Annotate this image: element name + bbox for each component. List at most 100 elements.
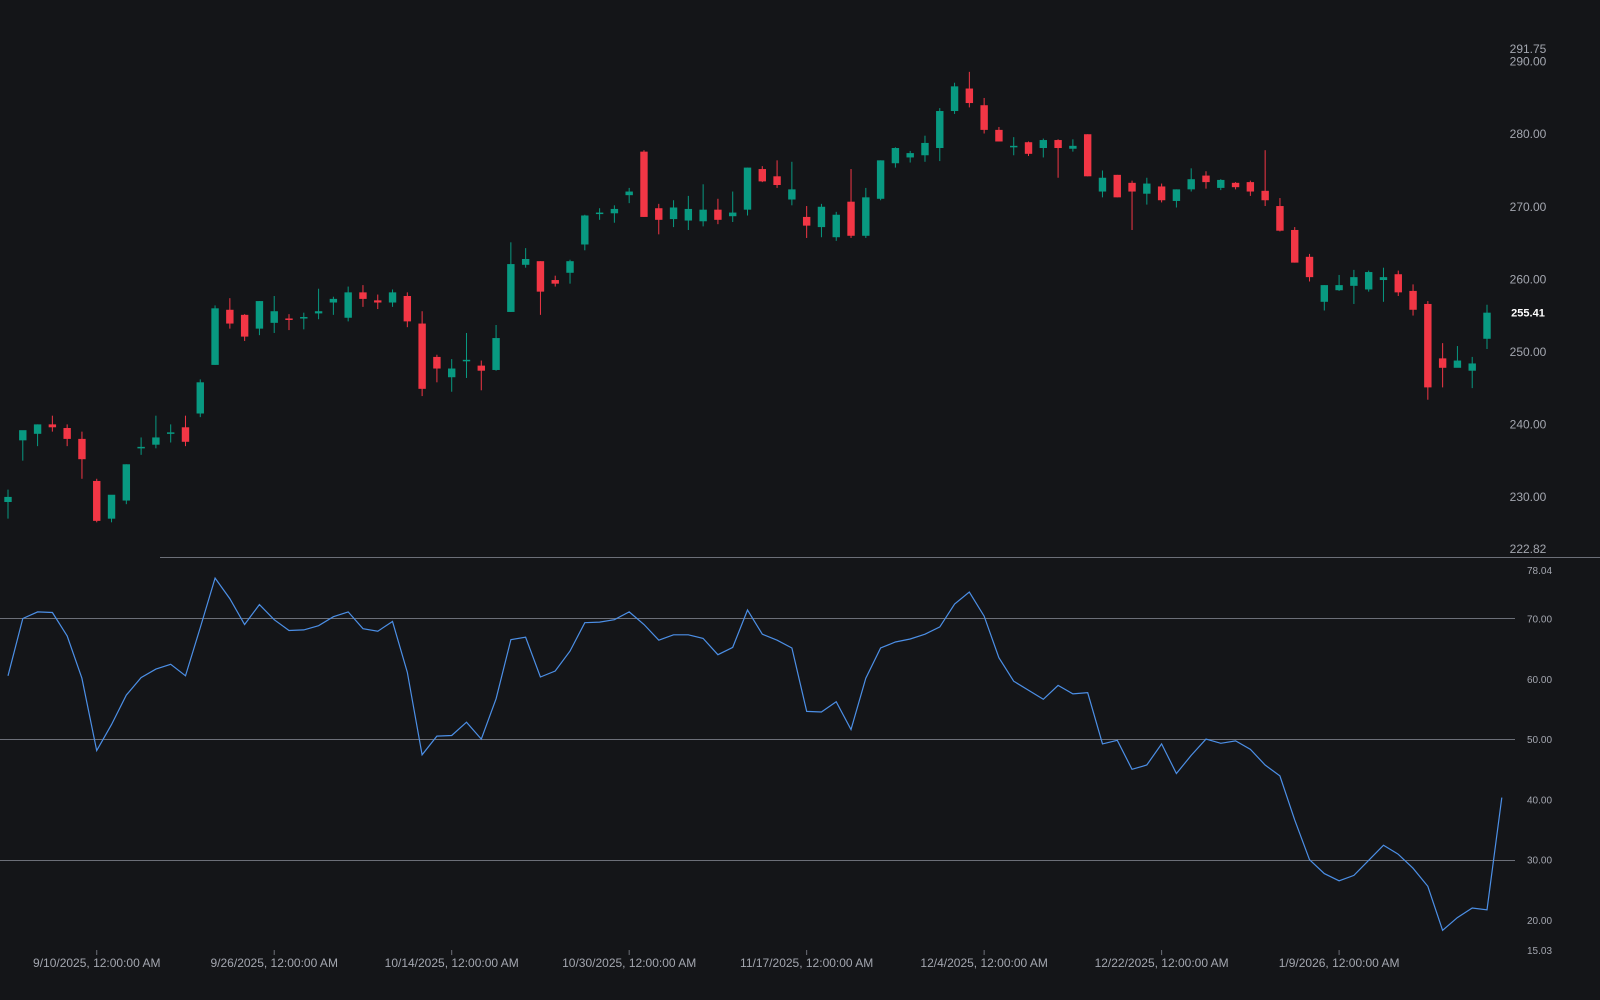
candle [19, 430, 27, 461]
candle-body [19, 430, 27, 441]
candle [1261, 150, 1269, 207]
candle-body [1438, 358, 1447, 368]
candle-body [93, 480, 101, 521]
candle [891, 147, 900, 168]
candle [226, 298, 234, 329]
candle [1246, 180, 1255, 196]
candle-body [995, 129, 1003, 142]
price-tick-label: 230.00 [1510, 490, 1547, 504]
candle-body [63, 428, 71, 439]
candle [536, 261, 545, 315]
candle [595, 208, 604, 220]
candle [63, 424, 71, 447]
candle [1157, 183, 1166, 203]
candle [93, 478, 101, 523]
candle [832, 211, 840, 241]
candle-body [1083, 134, 1092, 177]
candle [1039, 138, 1047, 158]
candle [758, 166, 766, 183]
candle-body [536, 261, 545, 292]
rsi-tick-label: 20.00 [1527, 916, 1552, 927]
candle [640, 150, 648, 217]
candle-body [773, 176, 781, 186]
candle-body [817, 206, 826, 228]
candle-body [1379, 277, 1388, 281]
candle [196, 379, 204, 418]
candle-body [906, 153, 914, 158]
time-tick-label: 9/10/2025, 12:00:00 AM [33, 956, 160, 970]
candle-body [1217, 179, 1225, 188]
candle [684, 195, 693, 230]
candle [625, 187, 633, 204]
candle-body [1143, 183, 1151, 194]
candle-body [152, 437, 160, 445]
candle-body [462, 359, 471, 362]
candle [240, 314, 249, 341]
candle [344, 286, 352, 322]
candle [448, 359, 456, 392]
candle-body [625, 191, 633, 196]
price-tick-label: 270.00 [1510, 200, 1547, 214]
time-tick-label: 11/17/2025, 12:00:00 AM [740, 956, 873, 970]
candle [1217, 179, 1225, 191]
candle [566, 259, 574, 284]
candle [329, 296, 338, 315]
rsi-tick-label: 15.03 [1527, 946, 1552, 957]
candle [699, 184, 707, 227]
candle-body [1157, 186, 1166, 201]
candle [285, 314, 293, 331]
candle [418, 311, 426, 397]
candle-body [418, 323, 426, 389]
candle-body [640, 151, 648, 217]
candle [1231, 182, 1240, 190]
candle-body [1113, 174, 1121, 198]
candle [403, 292, 412, 328]
candle-body [832, 214, 840, 238]
candle-body [1202, 175, 1210, 183]
candle [1468, 356, 1476, 389]
candle [1364, 270, 1373, 292]
candle [788, 161, 796, 206]
candle-body [137, 446, 145, 449]
candle-body [965, 88, 974, 104]
candle [374, 294, 382, 310]
candle-body [507, 264, 515, 312]
candle-body [1172, 189, 1181, 201]
candle [862, 187, 870, 238]
candle-body [758, 169, 766, 182]
candle-body [122, 464, 131, 501]
price-tick-label: 291.75 [1510, 42, 1547, 56]
candle [655, 203, 663, 235]
candle [152, 415, 160, 449]
rsi-axis: 78.04 70.00 60.00 50.00 40.00 30.00 20.00 15.03 [1527, 566, 1552, 957]
candle-body [1024, 142, 1033, 154]
candle-body [1246, 182, 1255, 192]
candle-body [1305, 256, 1314, 278]
candle [137, 437, 145, 455]
candle [1098, 170, 1107, 198]
candle-body [1468, 363, 1476, 371]
price-tick-label: 280.00 [1510, 127, 1547, 141]
time-tick-label: 10/14/2025, 12:00:00 AM [385, 956, 519, 970]
candle [1305, 253, 1314, 282]
candle-body [891, 148, 900, 164]
candle-body [1424, 303, 1432, 388]
candle [314, 288, 323, 320]
candle-body [329, 298, 338, 303]
candle [211, 305, 219, 365]
candle [1143, 177, 1151, 205]
candle [1069, 139, 1077, 152]
candle-body [729, 212, 737, 217]
candle-body [166, 432, 175, 434]
candle-body [226, 309, 234, 324]
candle [906, 150, 914, 163]
candle [521, 248, 530, 268]
candle-body [1453, 360, 1462, 368]
candle-body [1394, 274, 1402, 293]
candle-body [521, 258, 530, 265]
candle [1438, 343, 1447, 388]
candle-body [477, 365, 485, 371]
candle-body [4, 496, 12, 502]
candle-body [1039, 140, 1047, 149]
time-axis: 9/10/2025, 12:00:00 AM 9/26/2025, 12:00:0… [33, 950, 1399, 970]
